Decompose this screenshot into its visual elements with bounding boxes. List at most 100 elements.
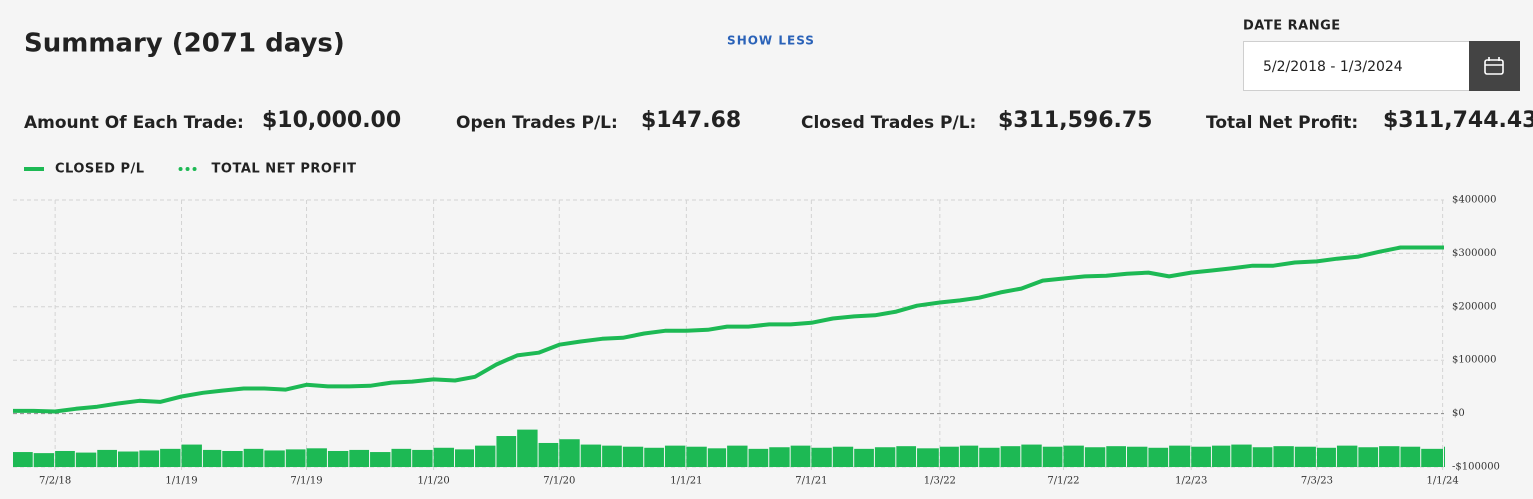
bar	[496, 436, 517, 467]
bar	[1021, 444, 1042, 467]
bar	[1169, 445, 1191, 467]
x-tick-label: 7/2/18	[39, 476, 71, 487]
bar	[1231, 444, 1252, 467]
line-series	[13, 246, 1445, 413]
x-tick-label: 1/1/20	[418, 476, 450, 487]
show-less-link[interactable]: SHOW LESS	[727, 34, 815, 48]
bar	[33, 453, 55, 467]
bar	[285, 449, 306, 467]
bar	[222, 450, 243, 467]
bar	[917, 448, 939, 467]
x-tick-label: 7/1/21	[795, 476, 827, 487]
bar	[1252, 447, 1273, 467]
date-range-label: DATE RANGE	[1243, 19, 1341, 34]
bar	[644, 447, 664, 467]
bar	[264, 450, 285, 467]
legend: CLOSED P/L TOTAL NET PROFIT	[24, 162, 357, 177]
stat-value: $311,596.75	[998, 108, 1152, 133]
stat-label: Amount Of Each Trade:	[24, 113, 244, 133]
bar	[517, 429, 538, 467]
bar	[1148, 447, 1169, 467]
bar	[391, 448, 412, 467]
bar	[412, 449, 433, 467]
bar	[75, 452, 97, 467]
bar	[97, 449, 117, 467]
bar	[727, 445, 748, 467]
bar	[748, 448, 769, 467]
x-tick-label: 7/3/23	[1301, 476, 1333, 487]
bar	[55, 450, 75, 467]
stat-value: $311,744.43	[1383, 108, 1533, 133]
calendar-icon	[1484, 57, 1504, 75]
bar	[686, 446, 707, 467]
bar	[13, 452, 33, 467]
bar	[1126, 446, 1148, 467]
bar	[854, 448, 874, 467]
bar	[139, 450, 160, 467]
bar	[1336, 445, 1358, 467]
stat-value: $147.68	[641, 108, 741, 133]
bar	[1063, 445, 1084, 467]
y-tick-label: $0	[1452, 408, 1465, 419]
bar	[1421, 448, 1443, 467]
bar	[832, 446, 854, 467]
bar	[1379, 446, 1400, 467]
bar	[1000, 446, 1021, 467]
bar	[202, 449, 222, 467]
bar	[181, 444, 202, 467]
page-title: Summary (2071 days)	[24, 29, 345, 59]
bar	[306, 448, 327, 467]
bar	[1294, 446, 1316, 467]
bar	[538, 442, 559, 467]
date-range-value[interactable]: 5/2/2018 - 1/3/2024	[1263, 59, 1403, 75]
bar	[874, 447, 896, 467]
bar	[622, 446, 644, 467]
bar	[1106, 446, 1126, 467]
calendar-button[interactable]	[1469, 41, 1520, 91]
legend-label: TOTAL NET PROFIT	[212, 162, 357, 177]
bar	[602, 445, 622, 467]
bar	[433, 447, 455, 467]
bar	[1316, 447, 1336, 467]
bar	[475, 445, 496, 467]
y-tick-label: $100000	[1452, 355, 1497, 366]
bar	[580, 444, 602, 467]
bar	[243, 448, 264, 467]
x-tick-label: 1/1/24	[1427, 476, 1459, 487]
line-series	[13, 245, 1444, 414]
bar	[1444, 446, 1445, 467]
bar	[160, 448, 181, 467]
date-range-input[interactable]	[1243, 41, 1470, 91]
bar	[327, 450, 349, 467]
bar	[769, 447, 790, 467]
bar	[370, 452, 391, 467]
bar	[1358, 447, 1379, 467]
bar	[1273, 446, 1294, 467]
bar	[790, 445, 811, 467]
y-tick-label: $200000	[1452, 301, 1497, 312]
bar	[349, 449, 370, 467]
bar	[1084, 447, 1106, 467]
legend-label: CLOSED P/L	[55, 162, 145, 177]
chart: $400000 $300000 $200000 $100000 $0 -$100000 7/…	[13, 195, 1500, 487]
bar	[707, 448, 727, 467]
bar	[1042, 446, 1063, 467]
bar	[559, 439, 580, 467]
x-tick-label: 1/3/22	[924, 476, 956, 487]
bar	[1211, 445, 1231, 467]
stat-label: Closed Trades P/L:	[801, 113, 976, 133]
bar	[455, 449, 475, 467]
x-tick-label: 1/1/19	[165, 476, 197, 487]
y-tick-label: -$100000	[1452, 462, 1500, 473]
stats-row: Amount Of Each Trade: $10,000.00 Open Trad…	[24, 108, 1533, 133]
x-tick-label: 7/1/22	[1047, 476, 1079, 487]
bar	[979, 447, 1000, 467]
x-tick-label: 1/2/23	[1175, 476, 1207, 487]
x-tick-label: 7/1/19	[290, 476, 322, 487]
stat-value: $10,000.00	[262, 108, 401, 133]
x-tick-label: 1/1/21	[670, 476, 702, 487]
y-tick-label: $400000	[1452, 195, 1497, 206]
stat-label: Open Trades P/L:	[456, 113, 618, 133]
